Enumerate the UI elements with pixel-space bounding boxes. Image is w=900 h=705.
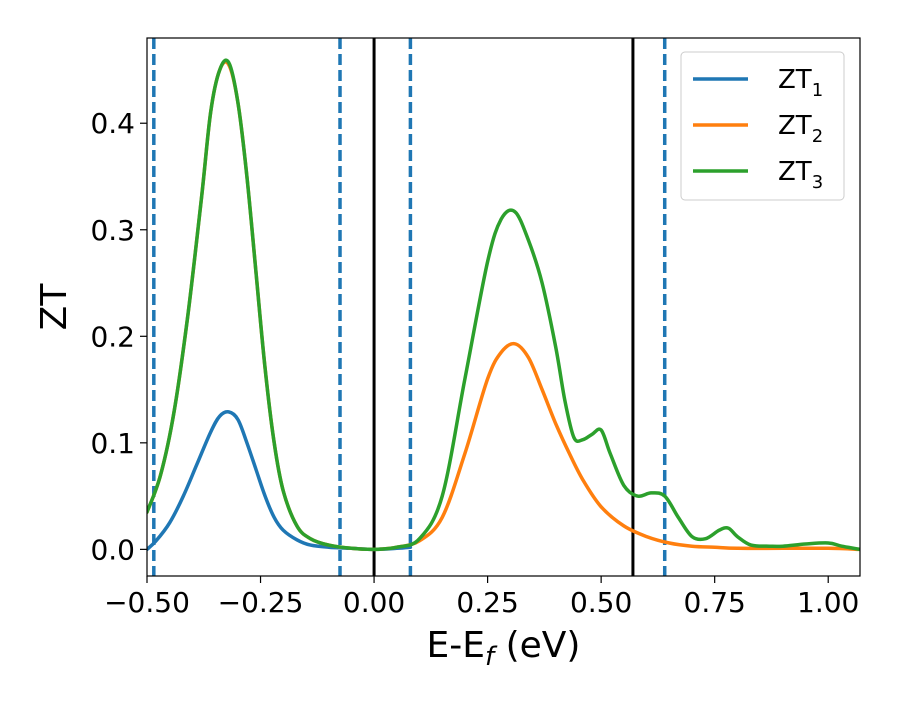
series-lines — [147, 58, 860, 552]
y-axis-ticks: 0.0 0.1 0.2 0.3 0.4 — [90, 107, 147, 566]
legend-items: ZT1 ZT2 ZT3 — [693, 65, 823, 193]
y-tick-label: 0.1 — [90, 427, 135, 460]
x-axis-label-unit: (eV) — [494, 625, 580, 666]
legend-label: ZT3 — [778, 157, 823, 193]
x-tick-label: 0.50 — [570, 586, 632, 619]
series-line-zt3 — [147, 58, 860, 552]
x-tick-label: 0.00 — [343, 586, 405, 619]
y-axis-label: ZT — [34, 283, 75, 331]
legend: ZT1 ZT2 ZT3 — [680, 51, 845, 201]
legend-item: ZT2 — [693, 111, 823, 147]
reference-lines — [152, 38, 667, 576]
plot-frame — [146, 37, 861, 577]
y-tick-label: 0.2 — [90, 320, 135, 353]
y-tick-label: 0.3 — [90, 214, 135, 247]
y-tick-label: 0.0 — [90, 533, 135, 566]
x-tick-label: 1.00 — [797, 586, 859, 619]
x-axis-ticks: −0.50 −0.25 0.00 0.25 0.50 0.75 1.00 — [104, 576, 859, 619]
x-tick-label: −0.50 — [104, 586, 190, 619]
x-axis-label-main: E-E — [427, 625, 485, 666]
legend-item: ZT1 — [693, 65, 823, 101]
series-line-zt1 — [147, 410, 413, 552]
x-tick-label: 0.75 — [684, 586, 746, 619]
legend-label: ZT1 — [778, 65, 823, 101]
legend-box — [680, 51, 845, 201]
y-tick-label: 0.4 — [90, 107, 135, 140]
x-axis-label: E-Ef (eV) — [427, 625, 581, 672]
x-tick-label: 0.25 — [456, 586, 518, 619]
x-tick-label: −0.25 — [218, 586, 304, 619]
legend-label: ZT2 — [778, 111, 823, 147]
legend-item: ZT3 — [693, 157, 823, 193]
